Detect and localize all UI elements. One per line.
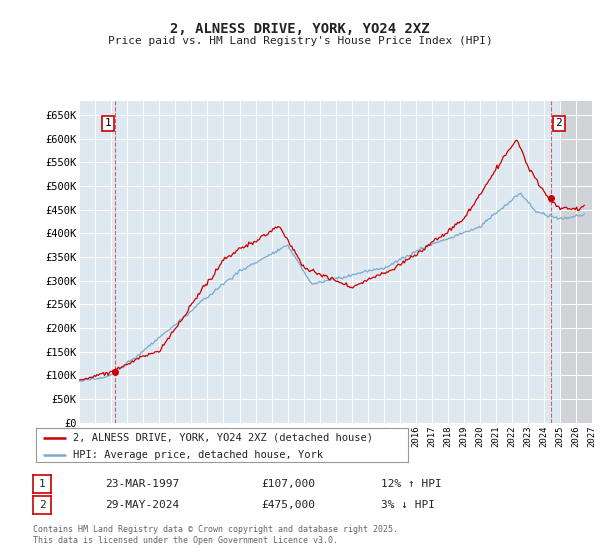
Text: Price paid vs. HM Land Registry's House Price Index (HPI): Price paid vs. HM Land Registry's House …: [107, 36, 493, 46]
Text: 3% ↓ HPI: 3% ↓ HPI: [381, 500, 435, 510]
Text: 1: 1: [105, 118, 112, 128]
Text: 2, ALNESS DRIVE, YORK, YO24 2XZ: 2, ALNESS DRIVE, YORK, YO24 2XZ: [170, 22, 430, 36]
Text: HPI: Average price, detached house, York: HPI: Average price, detached house, York: [73, 450, 323, 460]
Text: 12% ↑ HPI: 12% ↑ HPI: [381, 479, 442, 489]
Text: 2: 2: [556, 118, 562, 128]
Text: 1: 1: [38, 479, 46, 489]
Bar: [560, 101, 592, 423]
Text: 23-MAR-1997: 23-MAR-1997: [105, 479, 179, 489]
Text: 29-MAY-2024: 29-MAY-2024: [105, 500, 179, 510]
Text: £107,000: £107,000: [261, 479, 315, 489]
Text: £475,000: £475,000: [261, 500, 315, 510]
Text: Contains HM Land Registry data © Crown copyright and database right 2025.
This d: Contains HM Land Registry data © Crown c…: [33, 525, 398, 545]
Text: 2: 2: [38, 500, 46, 510]
Text: 2, ALNESS DRIVE, YORK, YO24 2XZ (detached house): 2, ALNESS DRIVE, YORK, YO24 2XZ (detache…: [73, 433, 373, 443]
